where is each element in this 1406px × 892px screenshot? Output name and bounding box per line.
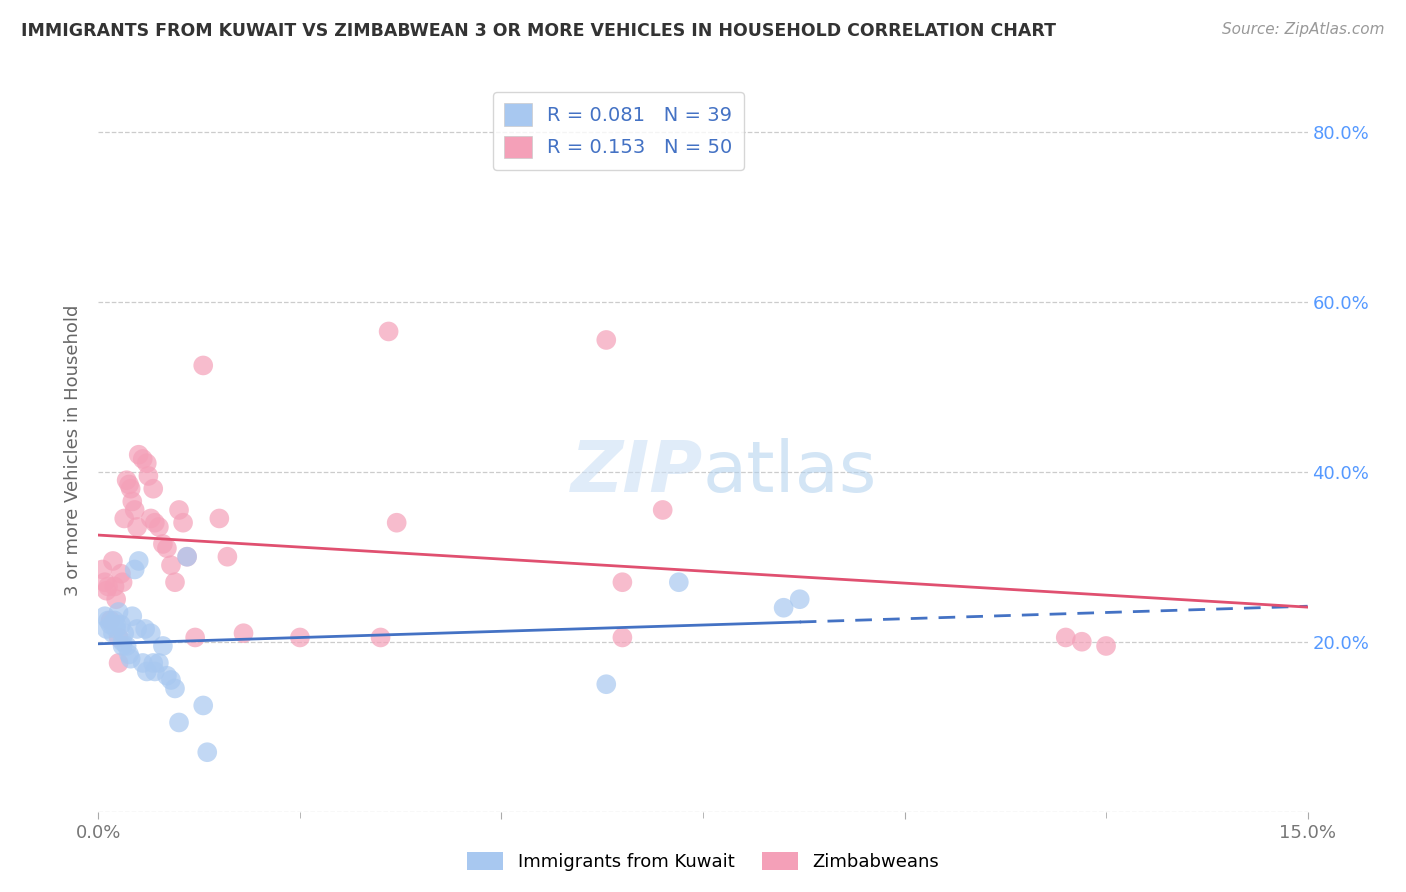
Point	[94, 575, 117, 590]
Point	[232, 626, 254, 640]
Point	[377, 325, 399, 339]
Legend: Immigrants from Kuwait, Zimbabweans: Immigrants from Kuwait, Zimbabweans	[460, 845, 946, 879]
Point	[217, 549, 239, 564]
Point	[288, 631, 311, 645]
Point	[101, 554, 124, 568]
Point	[118, 477, 141, 491]
Point	[160, 673, 183, 687]
Point	[105, 622, 128, 636]
Point	[370, 631, 392, 645]
Point	[97, 579, 120, 593]
Point	[132, 656, 155, 670]
Point	[121, 494, 143, 508]
Point	[152, 537, 174, 551]
Point	[111, 634, 134, 648]
Point	[595, 677, 617, 691]
Point	[167, 503, 190, 517]
Point	[112, 626, 135, 640]
Point	[143, 516, 166, 530]
Point	[105, 592, 128, 607]
Point	[139, 511, 162, 525]
Point	[142, 656, 165, 670]
Point	[128, 554, 150, 568]
Point	[789, 592, 811, 607]
Text: ZIP: ZIP	[571, 438, 703, 507]
Point	[138, 469, 160, 483]
Point	[163, 681, 186, 696]
Point	[668, 575, 690, 590]
Point	[91, 562, 114, 576]
Point	[651, 503, 673, 517]
Point	[152, 639, 174, 653]
Point	[94, 609, 117, 624]
Point	[135, 665, 157, 679]
Point	[193, 698, 215, 713]
Point	[184, 631, 207, 645]
Point	[127, 520, 149, 534]
Point	[160, 558, 183, 573]
Point	[134, 622, 156, 636]
Point	[143, 665, 166, 679]
Point	[96, 622, 118, 636]
Point	[103, 614, 125, 628]
Point	[148, 520, 170, 534]
Point	[120, 482, 142, 496]
Point	[772, 600, 794, 615]
Point	[156, 669, 179, 683]
Point	[156, 541, 179, 556]
Point	[124, 562, 146, 576]
Text: Source: ZipAtlas.com: Source: ZipAtlas.com	[1222, 22, 1385, 37]
Point	[127, 622, 149, 636]
Point	[612, 631, 634, 645]
Point	[96, 583, 118, 598]
Point	[193, 359, 215, 373]
Point	[110, 617, 132, 632]
Point	[115, 473, 138, 487]
Point	[148, 656, 170, 670]
Point	[103, 579, 125, 593]
Point	[176, 549, 198, 564]
Point	[142, 482, 165, 496]
Point	[612, 575, 634, 590]
Point	[107, 605, 129, 619]
Legend: R = 0.081   N = 39, R = 0.153   N = 50: R = 0.081 N = 39, R = 0.153 N = 50	[492, 92, 744, 169]
Point	[105, 617, 128, 632]
Point	[107, 631, 129, 645]
Point	[1095, 639, 1118, 653]
Point	[1054, 631, 1077, 645]
Point	[128, 448, 150, 462]
Point	[132, 452, 155, 467]
Point	[100, 617, 122, 632]
Point	[111, 639, 134, 653]
Point	[208, 511, 231, 525]
Point	[101, 626, 124, 640]
Point	[176, 549, 198, 564]
Point	[139, 626, 162, 640]
Text: atlas: atlas	[703, 438, 877, 507]
Y-axis label: 3 or more Vehicles in Household: 3 or more Vehicles in Household	[65, 305, 83, 596]
Point	[118, 648, 141, 662]
Point	[1070, 634, 1092, 648]
Point	[97, 614, 120, 628]
Point	[124, 503, 146, 517]
Point	[115, 639, 138, 653]
Point	[111, 575, 134, 590]
Point	[385, 516, 408, 530]
Point	[135, 456, 157, 470]
Point	[107, 656, 129, 670]
Point	[121, 609, 143, 624]
Point	[100, 614, 122, 628]
Point	[120, 651, 142, 665]
Point	[112, 511, 135, 525]
Point	[110, 566, 132, 581]
Point	[595, 333, 617, 347]
Point	[167, 715, 190, 730]
Point	[163, 575, 186, 590]
Point	[195, 745, 218, 759]
Point	[172, 516, 194, 530]
Text: IMMIGRANTS FROM KUWAIT VS ZIMBABWEAN 3 OR MORE VEHICLES IN HOUSEHOLD CORRELATION: IMMIGRANTS FROM KUWAIT VS ZIMBABWEAN 3 O…	[21, 22, 1056, 40]
